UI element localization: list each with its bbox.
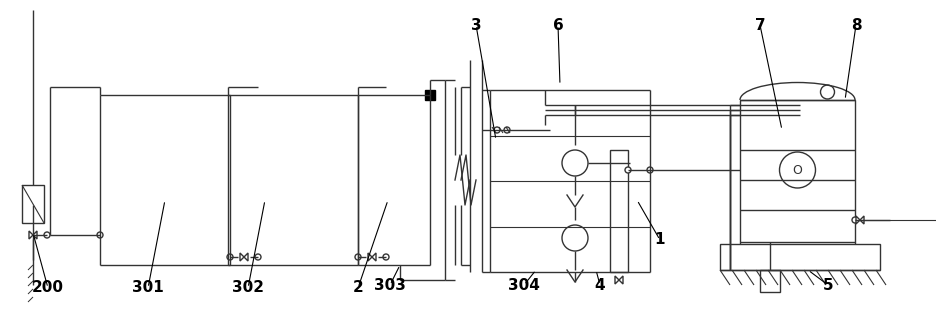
Text: 1: 1 xyxy=(655,232,665,247)
Circle shape xyxy=(255,254,261,260)
Polygon shape xyxy=(368,253,372,261)
Circle shape xyxy=(355,254,361,260)
Polygon shape xyxy=(244,253,248,261)
Bar xyxy=(760,270,780,292)
Text: 3: 3 xyxy=(471,17,481,33)
Bar xyxy=(425,90,435,100)
Text: 4: 4 xyxy=(594,277,606,293)
Circle shape xyxy=(625,167,631,173)
Bar xyxy=(22,185,44,223)
Circle shape xyxy=(383,254,389,260)
Text: 5: 5 xyxy=(823,277,833,293)
Text: 302: 302 xyxy=(232,281,264,295)
Text: 6: 6 xyxy=(552,17,563,33)
Polygon shape xyxy=(860,216,864,224)
Circle shape xyxy=(227,254,233,260)
Text: 304: 304 xyxy=(508,277,540,293)
Polygon shape xyxy=(33,231,37,239)
Bar xyxy=(740,100,855,242)
Text: 2: 2 xyxy=(353,281,363,295)
Polygon shape xyxy=(619,276,623,284)
Bar xyxy=(720,244,880,270)
Text: 301: 301 xyxy=(132,281,164,295)
Circle shape xyxy=(44,232,50,238)
Circle shape xyxy=(852,217,858,223)
Text: 7: 7 xyxy=(754,17,766,33)
Polygon shape xyxy=(240,253,244,261)
Circle shape xyxy=(647,167,653,173)
Polygon shape xyxy=(372,253,376,261)
Text: 303: 303 xyxy=(374,277,406,293)
Polygon shape xyxy=(856,216,860,224)
Text: 8: 8 xyxy=(851,17,861,33)
Circle shape xyxy=(504,127,510,133)
Polygon shape xyxy=(615,276,619,284)
Text: O: O xyxy=(793,163,802,176)
Circle shape xyxy=(494,127,500,133)
Circle shape xyxy=(97,232,103,238)
Text: 200: 200 xyxy=(32,281,64,295)
Polygon shape xyxy=(29,231,33,239)
Bar xyxy=(610,150,628,272)
